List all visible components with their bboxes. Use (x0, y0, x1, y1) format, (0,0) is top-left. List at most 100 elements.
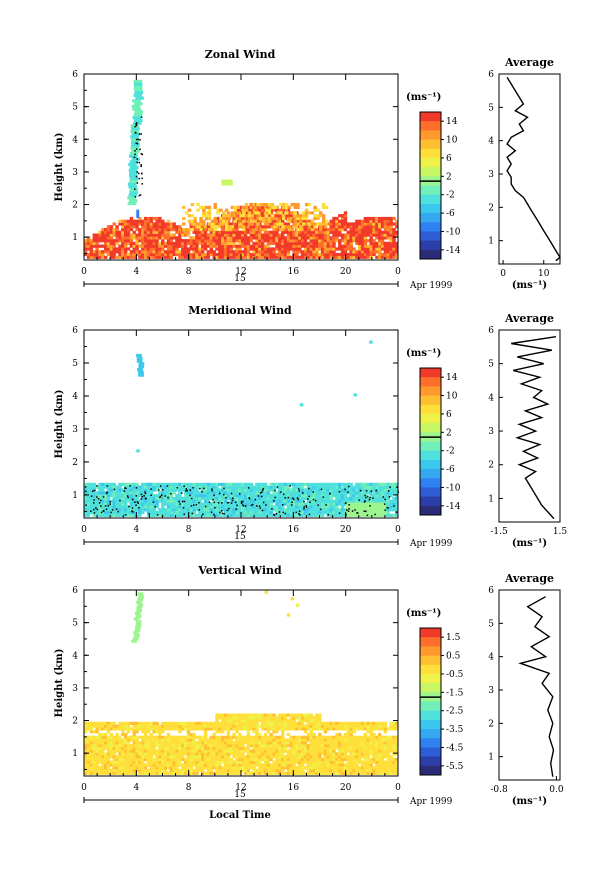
heatmap-cell (306, 499, 311, 503)
heatmap-cell (172, 508, 176, 512)
heatmap-cell (236, 205, 240, 209)
contour-mark (150, 488, 152, 490)
contour-mark (111, 509, 114, 511)
heatmap-cell (109, 513, 114, 517)
heatmap-cell (249, 755, 253, 759)
heatmap-cell (112, 508, 116, 512)
heatmap-cell (255, 732, 259, 737)
heatmap-cell (106, 508, 111, 512)
heatmap-cell (135, 252, 139, 257)
colorbar-frame (419, 111, 442, 260)
heatmap-cell (207, 214, 212, 218)
heatmap-cell (226, 211, 231, 215)
heatmap-cell (315, 505, 319, 509)
heatmap-cell (129, 244, 134, 248)
heatmap-cell (192, 247, 196, 251)
heatmap-cell (258, 499, 262, 503)
heatmap-cell (289, 755, 293, 759)
heatmap-cell (255, 755, 259, 759)
heatmap-cell (209, 727, 213, 731)
heatmap-cell (216, 225, 220, 229)
heatmap-cell (343, 236, 348, 240)
heatmap-cell (186, 757, 191, 761)
contour-mark (218, 492, 221, 495)
heatmap-cell (263, 513, 268, 517)
heatmap-cell (279, 211, 283, 215)
heatmap-cell (198, 510, 202, 515)
heatmap-cell (246, 219, 251, 223)
heatmap-cell (300, 241, 305, 245)
heatmap-cell (118, 724, 122, 728)
contour-mark (141, 153, 144, 156)
heatmap-cell (195, 236, 199, 240)
y-tick-label: 3 (72, 425, 78, 435)
heatmap-cell (141, 482, 145, 486)
heatmap-cell (215, 482, 219, 486)
heatmap-cell (209, 757, 213, 761)
heatmap-cell (312, 482, 316, 486)
heatmap-cell (241, 757, 245, 761)
heatmap-cell (232, 744, 236, 748)
heatmap-cell (163, 482, 168, 486)
colorbar-tick-label: -14 (446, 246, 461, 256)
heatmap-cell (109, 724, 114, 728)
heatmap-cell (332, 485, 336, 489)
heatmap-cell (138, 505, 142, 509)
heatmap-cell (249, 741, 253, 745)
heatmap-cell (218, 730, 222, 734)
contour-mark (160, 485, 162, 487)
heatmap-cell (203, 233, 208, 237)
contour-mark (369, 505, 371, 507)
heatmap-cell (238, 236, 242, 240)
heatmap-cell (243, 482, 248, 486)
heatmap-cell (130, 146, 139, 150)
heatmap-cell (256, 216, 260, 221)
heatmap-cell (210, 228, 215, 232)
heatmap-cell (223, 216, 228, 221)
heatmap-cell (138, 766, 142, 770)
heatmap-cell (246, 738, 251, 742)
heatmap-cell (132, 724, 136, 728)
heatmap-cell (104, 244, 108, 248)
heatmap-cell (258, 219, 262, 223)
heatmap-cell (124, 491, 128, 495)
heatmap-cell (389, 228, 393, 232)
heatmap-cell (172, 228, 176, 232)
heatmap-cell (278, 219, 282, 223)
heatmap-cell (143, 724, 148, 728)
heatmap-cell (278, 755, 282, 759)
heatmap-cell (281, 771, 285, 775)
heatmap-cell (141, 752, 145, 756)
heatmap-cell (275, 244, 279, 248)
heatmap-cell (246, 752, 251, 756)
heatmap-cell (106, 250, 111, 254)
contour-mark (231, 499, 234, 502)
heatmap-cell (195, 233, 199, 237)
heatmap-cell (272, 741, 276, 745)
heatmap-cell (312, 250, 316, 254)
heatmap-cell (101, 741, 105, 745)
heatmap-cell (129, 250, 134, 254)
heatmap-cell (235, 247, 239, 251)
heatmap-cell (132, 222, 136, 226)
heatmap-cell (181, 230, 185, 234)
heatmap-cell (166, 721, 171, 725)
contour-mark (348, 485, 350, 488)
heatmap-cell (283, 482, 288, 486)
heatmap-cell (369, 244, 373, 248)
heatmap-cell (238, 757, 242, 761)
heatmap-cell (275, 233, 279, 237)
heatmap-cell (275, 771, 279, 775)
heatmap-cell (252, 505, 256, 509)
heatmap-cell (121, 219, 125, 223)
heatmap-cell (238, 494, 242, 498)
heatmap-cell (275, 230, 279, 234)
heatmap-cell (312, 230, 316, 234)
heatmap-cell (269, 768, 273, 773)
heatmap-cell (212, 505, 216, 509)
heatmap-cell (135, 239, 139, 243)
heatmap-cell (161, 244, 165, 248)
heatmap-cell (221, 222, 225, 226)
average-y-tick-label: 4 (488, 393, 494, 403)
heatmap-cell (126, 496, 131, 500)
